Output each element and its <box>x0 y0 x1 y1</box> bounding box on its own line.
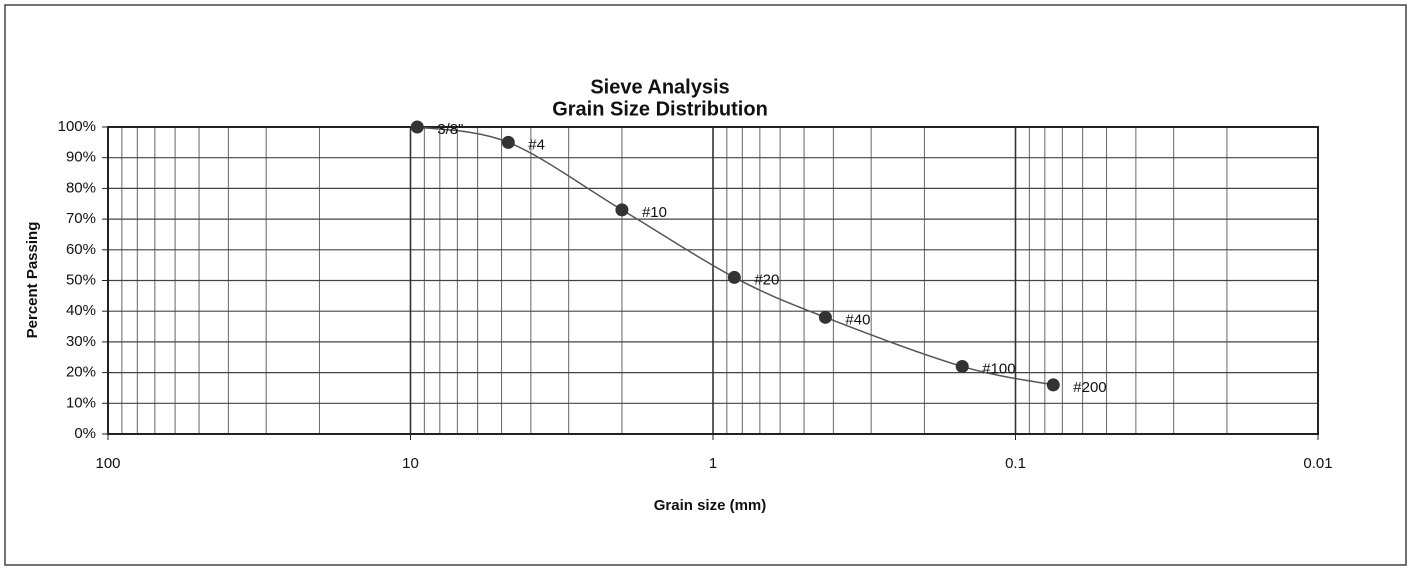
y-tick-label: 70% <box>66 210 96 227</box>
y-tick-label: 50% <box>66 271 96 288</box>
y-tick-label: 20% <box>66 364 96 381</box>
data-point <box>615 203 629 217</box>
chart-title: Sieve Analysis <box>590 76 729 98</box>
point-label: #4 <box>528 136 545 153</box>
y-tick-label: 10% <box>66 394 96 411</box>
data-point <box>818 310 832 324</box>
x-tick-label: 0.1 <box>1005 455 1026 472</box>
y-tick-label: 60% <box>66 241 96 258</box>
data-point <box>727 270 741 284</box>
data-point <box>410 120 424 134</box>
y-axis-label: Percent Passing <box>24 222 41 339</box>
point-label: #40 <box>845 311 870 328</box>
y-tick-label: 0% <box>74 425 96 442</box>
y-tick-label: 80% <box>66 179 96 196</box>
chart-subtitle: Grain Size Distribution <box>552 98 768 120</box>
point-label: #10 <box>642 204 667 221</box>
data-point <box>955 359 969 373</box>
x-tick-label: 0.01 <box>1303 455 1332 472</box>
y-tick-label: 100% <box>58 118 96 135</box>
chart-frame <box>4 4 1407 566</box>
point-label: #200 <box>1073 379 1106 396</box>
x-tick-label: 100 <box>95 455 120 472</box>
point-label: #100 <box>982 360 1015 377</box>
data-point <box>1046 378 1060 392</box>
y-tick-label: 90% <box>66 149 96 166</box>
y-tick-label: 40% <box>66 302 96 319</box>
data-point <box>501 135 515 149</box>
plot-frame <box>107 126 1319 435</box>
x-tick-label: 1 <box>709 455 717 472</box>
x-tick-label: 10 <box>402 455 419 472</box>
point-label: #20 <box>754 271 779 288</box>
point-label: 3/8" <box>437 121 463 138</box>
x-axis-label: Grain size (mm) <box>654 497 767 514</box>
y-tick-label: 30% <box>66 333 96 350</box>
